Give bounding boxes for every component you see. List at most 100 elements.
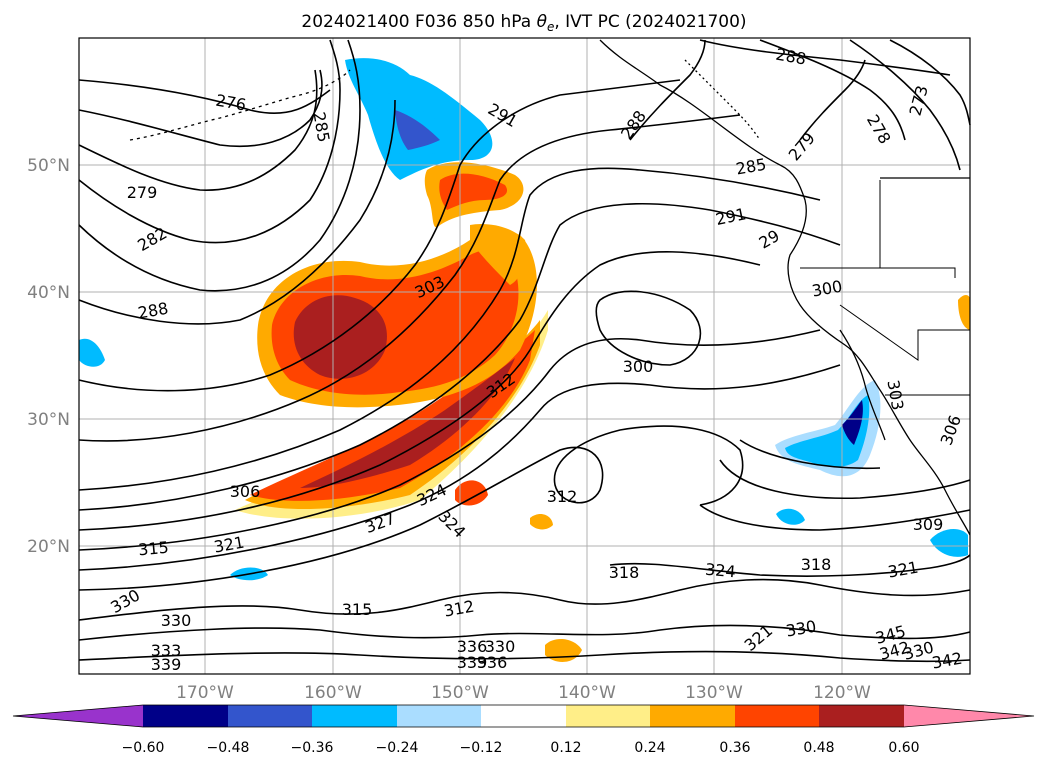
- contour-label: 300: [623, 357, 654, 376]
- north-america-coastline: [599, 39, 971, 536]
- colorbar-tick: −0.48: [207, 740, 250, 756]
- contour-label: 336: [457, 637, 488, 656]
- colorbar-tick: 0.36: [719, 740, 750, 756]
- contour-line: [889, 39, 971, 126]
- shading-positive-patch-center: [455, 480, 488, 506]
- alaska-panhandle-islands: [684, 59, 761, 141]
- shading-negative-baja-mid: [785, 395, 870, 467]
- colorbar-bin: [819, 705, 904, 727]
- colorbar-tick: 0.12: [550, 740, 581, 756]
- shading-positive-patch-small: [530, 514, 553, 530]
- contour-line: [719, 459, 971, 500]
- lon-label: 120°W: [813, 683, 871, 703]
- shading-positive-hook-inner: [439, 173, 508, 210]
- lat-label: 20°N: [27, 537, 70, 557]
- shading-positive-blob-core: [293, 295, 387, 379]
- contour-line: [799, 59, 866, 141]
- longitude-labels: 170°W 160°W 150°W 140°W 130°W 120°W: [176, 683, 871, 703]
- contour-line: [629, 39, 706, 141]
- colorbar-bin: [735, 705, 819, 727]
- shading-negative-patch-west: [79, 338, 105, 367]
- contour-label: 306: [230, 482, 261, 501]
- coastlines: [129, 39, 971, 536]
- contour-line: [78, 364, 841, 571]
- contour-label: 339: [457, 653, 488, 672]
- contour-line: [78, 99, 396, 325]
- lon-label: 140°W: [558, 683, 616, 703]
- contour-label: 324: [704, 560, 736, 582]
- contour-line: [759, 39, 906, 141]
- contour-line: [78, 39, 361, 292]
- contour-line: [78, 79, 331, 114]
- contour-label: 318: [801, 555, 832, 574]
- colorbar-bin: [566, 705, 650, 727]
- lon-label: 130°W: [685, 683, 743, 703]
- contour-line: [78, 167, 821, 491]
- contour-label: 315: [342, 600, 373, 619]
- shading-negative-baja-inner: [842, 400, 863, 445]
- contour-line: [739, 439, 881, 470]
- contour-line: [609, 554, 971, 577]
- colorbar-tick: 0.60: [888, 740, 919, 756]
- contour-line: [699, 39, 951, 76]
- state-border-southwest: [839, 304, 970, 361]
- contour-line: [78, 69, 318, 191]
- colorbar-tick: −0.12: [460, 740, 503, 756]
- contour-line: [699, 504, 971, 531]
- state-border-east: [880, 267, 956, 278]
- colorbar-bin: [650, 705, 735, 727]
- lat-label: 30°N: [27, 410, 70, 430]
- latitude-labels: 50°N 40°N 30°N 20°N: [27, 156, 70, 557]
- theta-e-contours: [78, 39, 971, 663]
- shading-positive-hook-arm: [470, 223, 527, 285]
- baja-california-coastline: [839, 329, 886, 441]
- colorbar-extend-low: [13, 705, 143, 727]
- colorbar-outline: [12, 704, 1035, 728]
- contour-label: 330: [485, 637, 516, 656]
- contour-line: [78, 69, 323, 148]
- colorbar: −0.60 −0.48 −0.36 −0.24 −0.12 0.12 0.24 …: [12, 704, 1035, 756]
- map-frame: [78, 37, 971, 675]
- contour-label: 318: [609, 563, 640, 582]
- colorbar-tick: 0.48: [803, 740, 834, 756]
- lon-label: 170°W: [176, 683, 234, 703]
- ivt-shading: [79, 58, 970, 662]
- contour-label: 339: [151, 655, 182, 674]
- colorbar-tick: −0.60: [122, 740, 165, 756]
- colorbar-bin: [143, 705, 228, 727]
- colorbar-bin: [312, 705, 397, 727]
- contour-line: [78, 650, 971, 663]
- shading-positive-patch-edge: [958, 295, 970, 330]
- lon-label: 150°W: [431, 683, 489, 703]
- colorbar-tick: 0.24: [634, 740, 665, 756]
- contour-line: [78, 79, 681, 392]
- colorbar-tick: −0.36: [291, 740, 334, 756]
- contour-label: 279: [127, 183, 158, 202]
- colorbar-bin: [228, 705, 312, 727]
- contour-label: 336: [477, 653, 508, 672]
- shading-negative-patch-south: [776, 508, 805, 525]
- contour-line: [78, 624, 971, 641]
- lat-label: 50°N: [27, 156, 70, 176]
- contour-line: [78, 425, 744, 591]
- shading-positive-plume-core: [300, 358, 515, 488]
- contour-line: [78, 114, 741, 442]
- lat-label: 40°N: [27, 283, 70, 303]
- contour-line: [849, 39, 961, 171]
- map-panel: 276 285 279 282 288 291 288 288 273 279 …: [78, 37, 971, 675]
- shading-negative-patch-east: [930, 528, 968, 557]
- contour-line: [78, 329, 821, 551]
- contour-line: [78, 202, 841, 511]
- lon-label: 160°W: [304, 683, 362, 703]
- figure-title: 2024021400 F036 850 hPa θe, IVT PC (2024…: [301, 12, 746, 34]
- aleutian-islands: [129, 69, 351, 141]
- contour-label: 309: [913, 515, 944, 534]
- contour-label: 330: [161, 611, 192, 630]
- contour-label: 333: [151, 641, 182, 660]
- colorbar-bin: [481, 705, 566, 727]
- contour-label: 312: [547, 487, 578, 506]
- colorbar-bin: [397, 705, 481, 727]
- contour-line: [78, 39, 341, 244]
- contour-label: 315: [137, 538, 169, 560]
